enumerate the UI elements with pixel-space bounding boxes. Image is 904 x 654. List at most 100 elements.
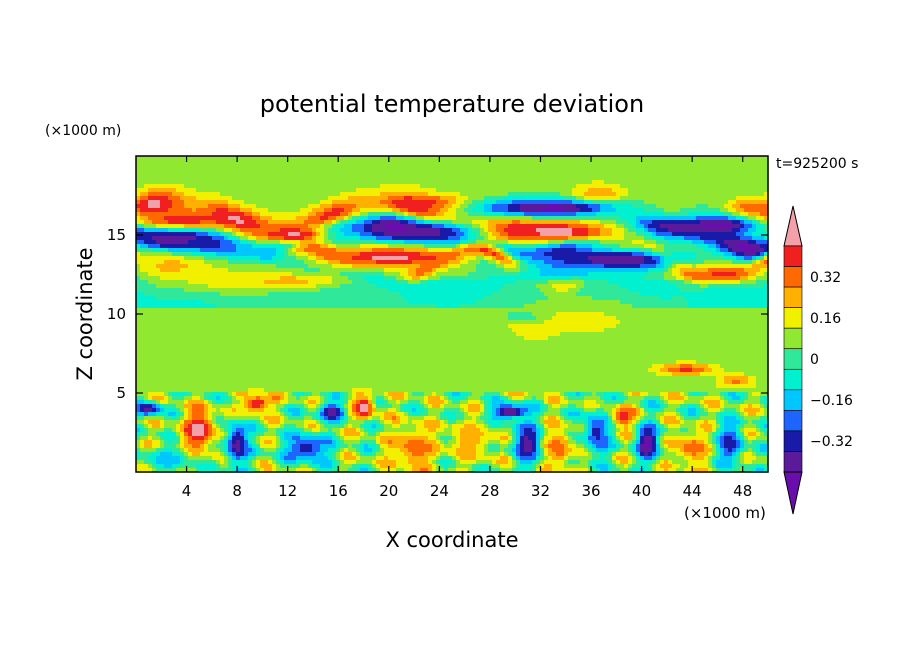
heatmap-cell: [500, 164, 505, 169]
heatmap-cell: [536, 256, 541, 261]
heatmap-cell: [604, 224, 609, 229]
heatmap-cell: [464, 192, 469, 197]
heatmap-cell: [712, 248, 717, 253]
heatmap-cell: [584, 236, 589, 241]
heatmap-cell: [680, 196, 685, 201]
heatmap-cell: [332, 168, 337, 173]
heatmap-cell: [480, 272, 485, 277]
heatmap-cell: [424, 196, 429, 201]
heatmap-cell: [716, 200, 721, 205]
heatmap-cell: [276, 184, 281, 189]
heatmap-cell: [212, 172, 217, 177]
heatmap-cell: [568, 212, 573, 217]
heatmap-cell: [532, 160, 537, 165]
heatmap-cell: [432, 280, 437, 285]
heatmap-cell: [672, 212, 677, 217]
heatmap-cell: [340, 248, 345, 253]
heatmap-cell: [708, 268, 713, 273]
heatmap-cell: [452, 200, 457, 205]
heatmap-cell: [348, 172, 353, 177]
heatmap-cell: [240, 184, 245, 189]
heatmap-cell: [732, 216, 737, 221]
heatmap-cell: [192, 208, 197, 213]
heatmap-cell: [668, 244, 673, 249]
heatmap-cell: [420, 240, 425, 245]
heatmap-cell: [136, 280, 141, 285]
heatmap-cell: [292, 180, 297, 185]
heatmap-cell: [644, 220, 649, 225]
heatmap-cell: [500, 220, 505, 225]
heatmap-cell: [252, 280, 257, 285]
heatmap-cell: [636, 168, 641, 173]
heatmap-cell: [416, 212, 421, 217]
heatmap-cell: [560, 244, 565, 249]
heatmap-cell: [348, 252, 353, 257]
heatmap-cell: [260, 196, 265, 201]
heatmap-cell: [180, 176, 185, 181]
heatmap-cell: [696, 252, 701, 257]
heatmap-cell: [632, 164, 637, 169]
heatmap-cell: [428, 180, 433, 185]
heatmap-cell: [444, 276, 449, 281]
heatmap-cell: [284, 264, 289, 269]
heatmap-cell: [472, 280, 477, 285]
heatmap-cell: [152, 248, 157, 253]
heatmap-cell: [336, 260, 341, 265]
heatmap-cell: [700, 204, 705, 209]
heatmap-cell: [232, 208, 237, 213]
heatmap-cell: [300, 212, 305, 217]
heatmap-cell: [136, 156, 141, 161]
heatmap-cell: [248, 212, 253, 217]
heatmap-cell: [428, 220, 433, 225]
heatmap-cell: [764, 212, 769, 217]
heatmap-cell: [340, 276, 345, 281]
heatmap-cell: [596, 184, 601, 189]
heatmap-cell: [248, 228, 253, 233]
heatmap-cell: [388, 268, 393, 273]
heatmap-cell: [224, 156, 229, 161]
heatmap-cell: [300, 260, 305, 265]
heatmap-cell: [724, 176, 729, 181]
heatmap-cell: [428, 176, 433, 181]
heatmap-cell: [692, 160, 697, 165]
heatmap-cell: [248, 272, 253, 277]
heatmap-cell: [356, 240, 361, 245]
heatmap-cell: [492, 236, 497, 241]
heatmap-cell: [412, 272, 417, 277]
heatmap-cell: [740, 216, 745, 221]
heatmap-cell: [520, 180, 525, 185]
heatmap-cell: [232, 252, 237, 257]
heatmap-cell: [140, 188, 145, 193]
heatmap-cell: [140, 192, 145, 197]
heatmap-cell: [612, 180, 617, 185]
heatmap-cell: [316, 176, 321, 181]
heatmap-cell: [616, 248, 621, 253]
heatmap-cell: [392, 200, 397, 205]
heatmap-cell: [292, 248, 297, 253]
heatmap-cell: [616, 232, 621, 237]
heatmap-cell: [432, 260, 437, 265]
heatmap-cell: [492, 212, 497, 217]
heatmap-cell: [672, 164, 677, 169]
heatmap-cell: [636, 260, 641, 265]
heatmap-cell: [764, 260, 769, 265]
heatmap-cell: [616, 212, 621, 217]
heatmap-cell: [664, 248, 669, 253]
heatmap-cell: [584, 188, 589, 193]
heatmap-cell: [500, 228, 505, 233]
heatmap-cell: [536, 264, 541, 269]
heatmap-cell: [504, 272, 509, 277]
heatmap-cell: [388, 180, 393, 185]
heatmap-cell: [364, 232, 369, 237]
heatmap-cell: [144, 252, 149, 257]
heatmap-cell: [236, 180, 241, 185]
heatmap-cell: [680, 188, 685, 193]
heatmap-cell: [432, 164, 437, 169]
heatmap-cell: [292, 280, 297, 285]
heatmap-cell: [156, 196, 161, 201]
heatmap-cell: [268, 176, 273, 181]
heatmap-cell: [724, 208, 729, 213]
heatmap-cell: [744, 232, 749, 237]
heatmap-cell: [140, 244, 145, 249]
heatmap-cell: [292, 156, 297, 161]
